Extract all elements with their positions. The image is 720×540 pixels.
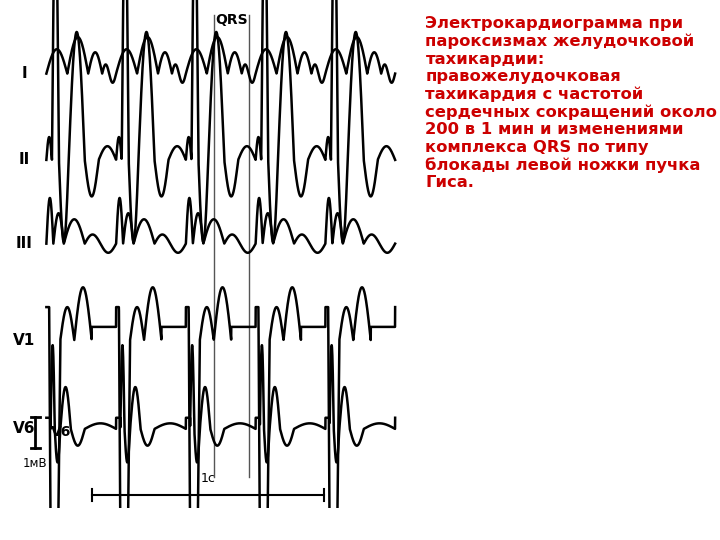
Text: 1с: 1с	[201, 472, 215, 485]
Text: III: III	[16, 236, 32, 251]
Text: II: II	[19, 152, 30, 167]
Text: QRS: QRS	[215, 12, 248, 26]
Text: I: I	[22, 66, 27, 81]
Text: V1: V1	[13, 333, 35, 348]
Text: V6: V6	[13, 421, 35, 436]
Text: V6: V6	[51, 426, 71, 440]
Text: Электрокардиограмма при пароксизмах желудочковой тахикардии: правожелудочковая т: Электрокардиограмма при пароксизмах желу…	[426, 16, 717, 191]
Text: 1мВ: 1мВ	[23, 457, 48, 470]
